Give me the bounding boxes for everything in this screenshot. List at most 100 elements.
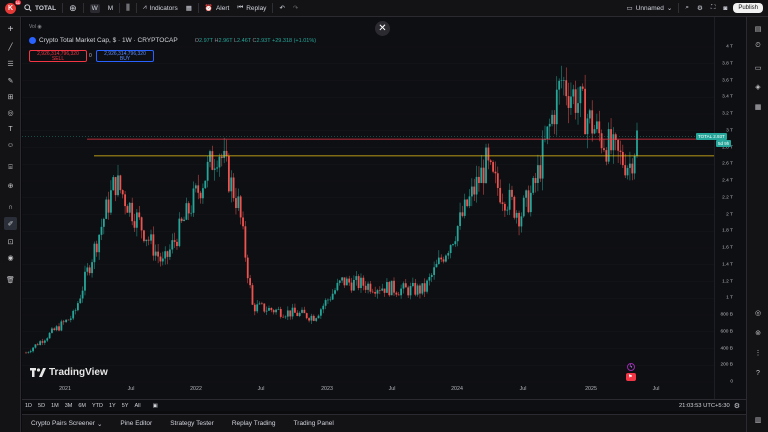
panel-toggle-button[interactable]: ▥ <box>752 414 764 426</box>
chevron-down-icon: ⌄ <box>96 420 103 428</box>
candle <box>76 303 79 311</box>
symbol-search[interactable]: TOTAL <box>20 0 60 17</box>
range-5y[interactable]: 5Y <box>121 402 129 409</box>
bottom-tabs: Crypto Pairs Screener ⌄ Pine Editor Strateg… <box>22 414 746 432</box>
brush-tool[interactable]: ✎ <box>4 74 17 87</box>
candle <box>367 283 369 290</box>
watchlist-button[interactable]: ▤ <box>752 23 764 35</box>
tab-replay-trading[interactable]: Replay Trading <box>231 420 276 427</box>
snapshot-button[interactable]: ◙ <box>719 0 731 17</box>
ideas-button[interactable]: ◎ <box>752 307 764 319</box>
trendline-tool[interactable]: ╱ <box>4 40 17 53</box>
countdown-tag: 5d 9h <box>716 140 732 147</box>
fullscreen-button[interactable]: ⛶ <box>707 0 720 17</box>
range-ytd[interactable]: YTD <box>91 402 103 409</box>
candle <box>79 298 82 304</box>
candle <box>360 277 362 289</box>
candle <box>400 288 402 296</box>
tab-strategy-tester[interactable]: Strategy Tester <box>170 420 214 427</box>
range-5d[interactable]: 5D <box>38 402 46 409</box>
candle <box>275 309 277 313</box>
range-3m[interactable]: 3M <box>64 402 73 409</box>
templates-button[interactable]: ▦ <box>182 0 196 17</box>
calendar-range-icon[interactable]: ▣ <box>152 402 158 409</box>
event-marker[interactable]: ϟ <box>627 363 635 371</box>
time-tick: 2025 <box>585 386 597 392</box>
pattern-tool[interactable]: ⊞ <box>4 90 17 103</box>
candle <box>364 285 367 290</box>
candle <box>135 212 138 228</box>
symbol-name: TOTAL <box>35 4 57 12</box>
candle <box>541 139 544 179</box>
alert-button[interactable]: ⏰ Alert <box>204 4 230 13</box>
draw-mode-tool[interactable]: ✐ <box>4 217 17 230</box>
candle <box>579 86 582 104</box>
panel-icon: ▥ <box>754 417 762 424</box>
settings-button[interactable]: ⚙ <box>693 0 707 17</box>
chart-canvas[interactable] <box>22 17 746 399</box>
candle <box>187 203 190 214</box>
interval-weekly[interactable]: W <box>89 3 100 13</box>
price-axis[interactable]: 4 T 3.8 T 3.6 T 3.4 T 3.2 T 3 T 2.8 T 2.6 T 2.4 … <box>714 17 746 399</box>
help-button[interactable]: ? <box>752 367 764 379</box>
candle <box>211 151 214 170</box>
calendar-button[interactable]: ▦ <box>752 101 764 113</box>
candle <box>88 267 91 274</box>
candle <box>67 319 70 321</box>
quick-search-button[interactable]: ⌕ <box>681 0 693 17</box>
magnet-tool[interactable]: ∩ <box>4 201 17 214</box>
undo-button[interactable]: ↶ <box>275 0 288 17</box>
emoji-tool[interactable]: ☺ <box>4 139 17 152</box>
candle <box>492 162 494 172</box>
tab-pine-editor[interactable]: Pine Editor <box>120 420 153 427</box>
chart-type-button[interactable]: ⫼ <box>122 0 134 17</box>
candle <box>513 196 516 218</box>
prediction-tool[interactable]: ◎ <box>4 106 17 119</box>
publish-button[interactable]: Publish <box>733 3 763 13</box>
price-tick: 3.8 T <box>722 61 733 67</box>
candle <box>317 315 320 319</box>
chat-button[interactable]: ▭ <box>752 62 764 74</box>
text-tool[interactable]: T <box>4 123 17 136</box>
sell-button[interactable]: 2,926,314,796,320 SELL <box>29 50 87 62</box>
interval-monthly[interactable]: M <box>107 4 114 12</box>
redo-button[interactable]: ↷ <box>289 0 302 17</box>
fib-tool[interactable]: ☰ <box>4 57 17 70</box>
streams-button[interactable]: ⊚ <box>752 327 764 339</box>
layout-button[interactable]: ▭ Unnamed ⌄ <box>626 4 673 13</box>
compare-button[interactable]: ⊕ <box>65 0 81 17</box>
crosshair-tool[interactable]: + <box>4 23 17 36</box>
candle <box>194 185 197 189</box>
alerts-panel-button[interactable]: ⏲ <box>752 40 764 52</box>
range-1y[interactable]: 1Y <box>108 402 116 409</box>
zoom-tool[interactable]: ⊕ <box>4 179 17 192</box>
candle <box>437 257 440 264</box>
tab-crypto-pairs-screener[interactable]: Crypto Pairs Screener ⌄ <box>31 420 103 428</box>
candle <box>614 134 617 141</box>
layers-button[interactable]: ◈ <box>752 81 764 93</box>
range-all[interactable]: All <box>134 402 141 409</box>
close-button[interactable]: ✕ <box>375 21 390 36</box>
range-1m[interactable]: 1M <box>51 402 59 409</box>
chart-pane[interactable]: Crypto Total Market Cap, $ · 1W · CRYPTO… <box>22 17 746 399</box>
user-avatar[interactable]: K 11 <box>5 0 21 14</box>
range-1d[interactable]: 1D <box>25 402 33 409</box>
range-6m[interactable]: 6M <box>78 402 86 409</box>
candle <box>110 190 112 213</box>
replay-button[interactable]: ⏮ Replay <box>237 4 267 12</box>
visibility-tool[interactable]: ◉ <box>4 251 17 264</box>
indicators-button[interactable]: ⩘ Indicators <box>142 4 178 12</box>
measure-tool[interactable]: ⌸ <box>4 161 17 174</box>
candle <box>612 134 615 151</box>
buy-button[interactable]: 2,926,314,796,320 BUY <box>96 50 154 62</box>
lock-tool[interactable]: ⊡ <box>4 235 17 248</box>
candle <box>353 279 355 291</box>
gear-icon[interactable]: ⚙ <box>733 402 740 410</box>
delete-tool[interactable]: 🗑 <box>4 273 17 286</box>
help-icon: ? <box>756 369 760 377</box>
earnings-marker[interactable]: ⚑ <box>626 373 636 381</box>
plus-circle-icon: ⊕ <box>69 2 77 13</box>
tab-trading-panel[interactable]: Trading Panel <box>293 420 334 427</box>
data-window-button[interactable]: ⋮ <box>752 347 764 359</box>
candle <box>190 212 193 214</box>
